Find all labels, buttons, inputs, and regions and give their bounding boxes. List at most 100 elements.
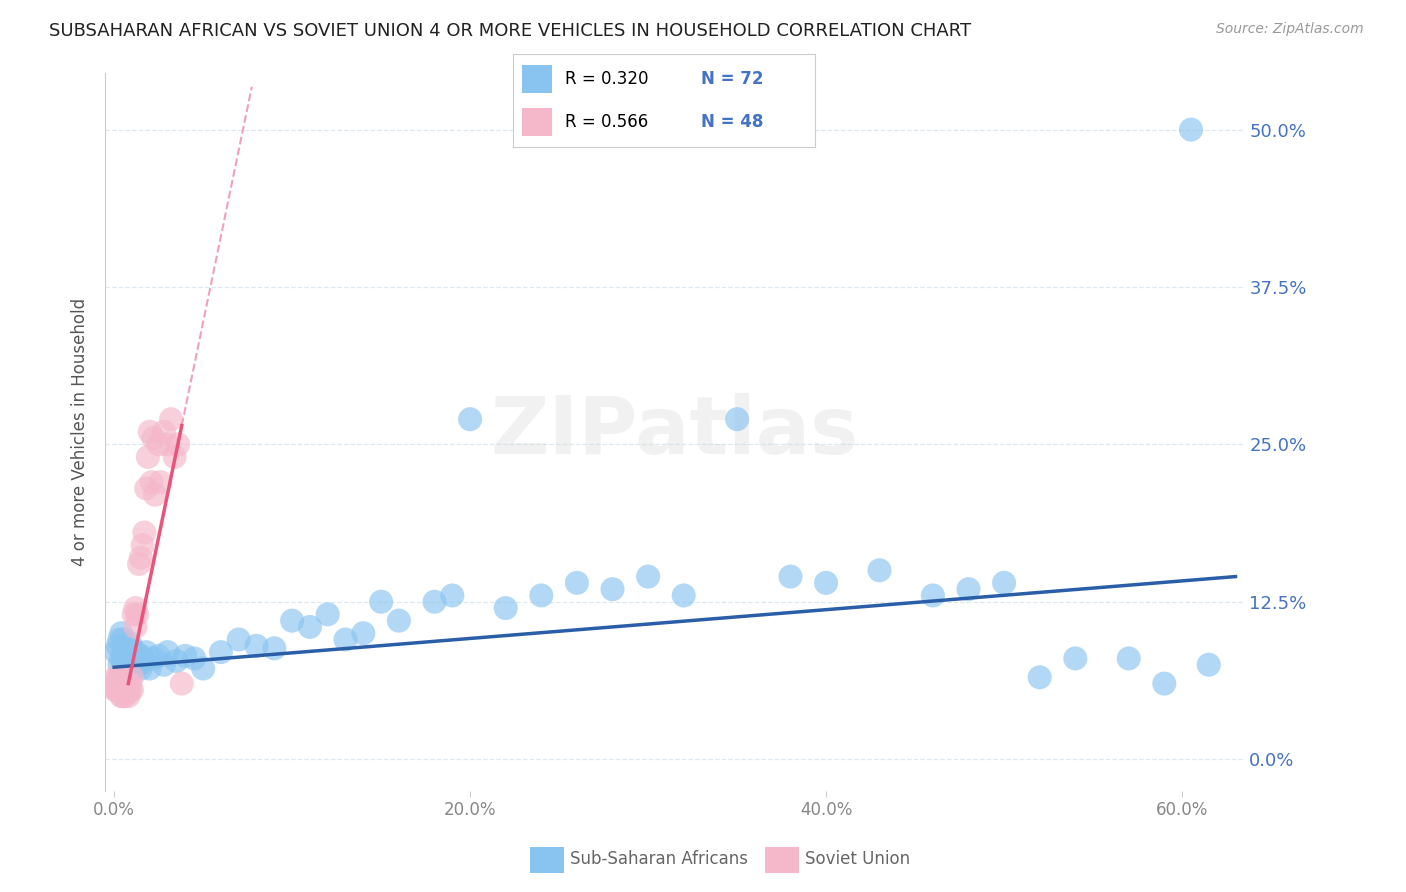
Point	[138, 425, 160, 439]
Point	[115, 651, 138, 665]
Point	[129, 648, 152, 663]
Point	[124, 620, 146, 634]
Point	[637, 569, 659, 583]
Point	[121, 664, 143, 678]
Point	[142, 431, 165, 445]
Point	[134, 525, 156, 540]
Point	[110, 670, 132, 684]
Point	[131, 651, 153, 665]
Point	[111, 657, 134, 672]
Point	[160, 412, 183, 426]
Point	[441, 589, 464, 603]
Point	[129, 661, 152, 675]
Point	[993, 575, 1015, 590]
Point	[114, 689, 136, 703]
Point	[111, 632, 134, 647]
Point	[107, 639, 129, 653]
Point	[114, 682, 136, 697]
Point	[209, 645, 232, 659]
Text: SUBSAHARAN AFRICAN VS SOVIET UNION 4 OR MORE VEHICLES IN HOUSEHOLD CORRELATION C: SUBSAHARAN AFRICAN VS SOVIET UNION 4 OR …	[49, 22, 972, 40]
Point	[117, 689, 139, 703]
Point	[124, 601, 146, 615]
Point	[388, 614, 411, 628]
Point	[316, 607, 339, 622]
Point	[120, 682, 142, 697]
Point	[779, 569, 801, 583]
Point	[530, 589, 553, 603]
Point	[127, 651, 149, 665]
Point	[148, 648, 170, 663]
Point	[423, 595, 446, 609]
Point	[163, 450, 186, 464]
Point	[115, 641, 138, 656]
Point	[114, 664, 136, 678]
Point	[149, 475, 172, 490]
Point	[1198, 657, 1220, 672]
Point	[108, 670, 131, 684]
Point	[495, 601, 517, 615]
Point	[370, 595, 392, 609]
Text: Soviet Union: Soviet Union	[806, 849, 910, 868]
Point	[122, 607, 145, 622]
Point	[124, 645, 146, 659]
Point	[117, 657, 139, 672]
Point	[121, 641, 143, 656]
Point	[263, 641, 285, 656]
Point	[117, 682, 139, 697]
Text: N = 72: N = 72	[700, 70, 763, 87]
Point	[167, 437, 190, 451]
Point	[107, 676, 129, 690]
Bar	[765, 847, 799, 872]
Point	[107, 670, 129, 684]
Point	[110, 626, 132, 640]
Bar	[522, 65, 553, 93]
Point	[156, 645, 179, 659]
Point	[957, 582, 980, 596]
Point	[108, 676, 131, 690]
Point	[111, 682, 134, 697]
Text: Sub-Saharan Africans: Sub-Saharan Africans	[569, 849, 748, 868]
Point	[141, 475, 163, 490]
Point	[131, 538, 153, 552]
Point	[122, 648, 145, 663]
Point	[165, 654, 187, 668]
Point	[1153, 676, 1175, 690]
Point	[1028, 670, 1050, 684]
Point	[170, 676, 193, 690]
Point	[156, 437, 179, 451]
Point	[108, 632, 131, 647]
Point	[298, 620, 321, 634]
Point	[104, 682, 127, 697]
Point	[1064, 651, 1087, 665]
Point	[120, 676, 142, 690]
Point	[115, 682, 138, 697]
Point	[107, 682, 129, 697]
Point	[142, 651, 165, 665]
Point	[115, 676, 138, 690]
Text: R = 0.566: R = 0.566	[565, 113, 648, 131]
Point	[120, 654, 142, 668]
Point	[281, 614, 304, 628]
Point	[122, 661, 145, 675]
Point	[105, 676, 128, 690]
Point	[153, 425, 176, 439]
Point	[191, 661, 214, 675]
Point	[127, 607, 149, 622]
Text: N = 48: N = 48	[700, 113, 763, 131]
Point	[228, 632, 250, 647]
Point	[922, 589, 945, 603]
Point	[245, 639, 267, 653]
Point	[135, 482, 157, 496]
Y-axis label: 4 or more Vehicles in Household: 4 or more Vehicles in Household	[72, 298, 89, 566]
Point	[725, 412, 748, 426]
Point	[869, 563, 891, 577]
Point	[120, 636, 142, 650]
Point	[121, 670, 143, 684]
Point	[138, 661, 160, 675]
Point	[174, 648, 197, 663]
Point	[124, 654, 146, 668]
Point	[117, 645, 139, 659]
Point	[111, 645, 134, 659]
Point	[143, 488, 166, 502]
Point	[110, 689, 132, 703]
